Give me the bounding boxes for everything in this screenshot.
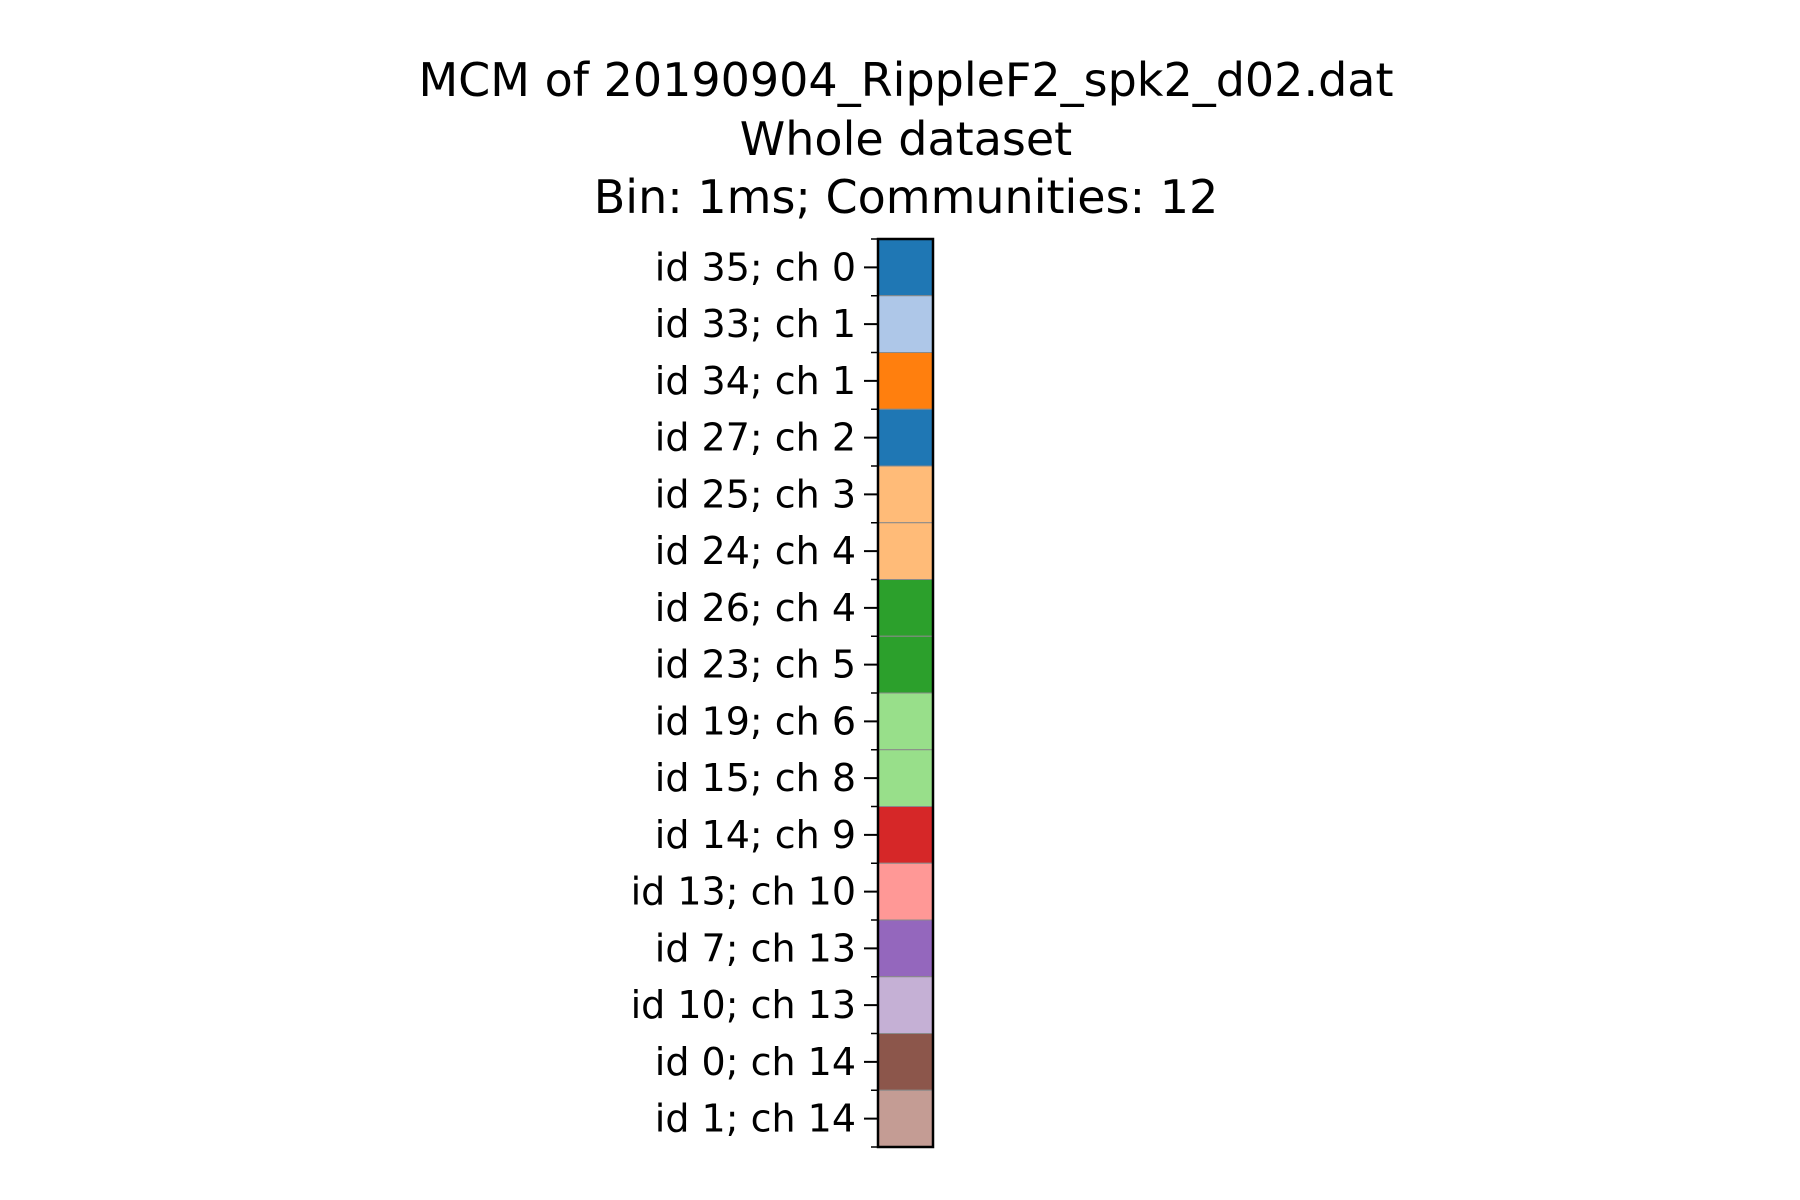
y-tick-label: id 14; ch 9 xyxy=(655,813,856,857)
community-cell xyxy=(877,465,934,524)
title-line-3: Bin: 1ms; Communities: 12 xyxy=(594,170,1218,224)
y-tick-label: id 26; ch 4 xyxy=(655,586,856,630)
y-axis-ticks xyxy=(864,238,878,1148)
y-tick-label: id 10; ch 13 xyxy=(631,983,856,1027)
y-tick-label: id 24; ch 4 xyxy=(655,529,856,573)
community-cell xyxy=(877,295,934,353)
community-cell xyxy=(877,919,934,978)
community-cell xyxy=(877,749,934,807)
y-tick-label: id 15; ch 8 xyxy=(655,756,856,800)
community-cell xyxy=(877,806,934,864)
community-cell xyxy=(877,635,934,694)
community-cell xyxy=(877,352,934,410)
y-tick-label: id 1; ch 14 xyxy=(655,1097,856,1141)
y-tick-label: id 19; ch 6 xyxy=(655,699,856,743)
y-tick-label: id 27; ch 2 xyxy=(655,416,856,460)
community-cell xyxy=(877,1033,934,1091)
y-tick-label: id 25; ch 3 xyxy=(655,472,856,516)
community-cell xyxy=(877,579,934,637)
community-cell xyxy=(877,522,934,580)
title-line-2: Whole dataset xyxy=(740,112,1072,166)
y-axis-tick-labels: id 35; ch 0 id 33; ch 1 id 34; ch 1 id 27; … xyxy=(631,245,856,1140)
community-cells xyxy=(877,238,934,1148)
y-tick-label: id 33; ch 1 xyxy=(655,302,856,346)
y-tick-label: id 13; ch 10 xyxy=(631,870,856,914)
chart-title: MCM of 20190904_RippleF2_spk2_d02.datWho… xyxy=(418,53,1393,224)
community-cell xyxy=(877,1089,934,1148)
y-tick-label: id 7; ch 13 xyxy=(655,926,856,970)
axes-frame xyxy=(876,237,935,1149)
community-cell xyxy=(877,692,934,751)
y-tick-label: id 0; ch 14 xyxy=(655,1040,856,1084)
y-tick-label: id 35; ch 0 xyxy=(655,245,856,289)
title-line-1: MCM of 20190904_RippleF2_spk2_d02.dat xyxy=(418,53,1393,107)
community-cell xyxy=(877,862,934,921)
y-tick-label: id 34; ch 1 xyxy=(655,359,856,403)
y-tick-label: id 23; ch 5 xyxy=(655,643,856,687)
community-cell xyxy=(877,408,934,467)
community-cell xyxy=(877,976,934,1034)
community-cell xyxy=(877,238,934,297)
